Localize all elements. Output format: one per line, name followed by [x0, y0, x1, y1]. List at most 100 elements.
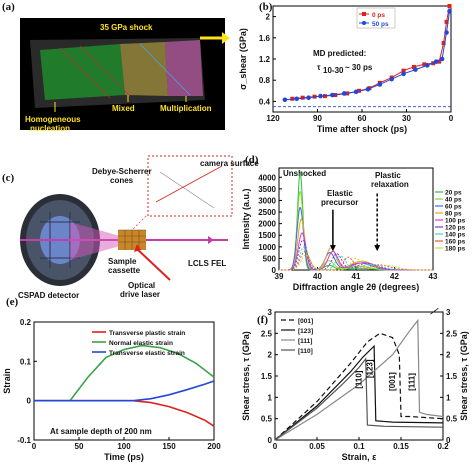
panel-a-label: (a)	[2, 1, 15, 13]
chart-d: Unshocked Elastic precursor Plastic rela…	[241, 167, 466, 292]
y-tick-label: 0	[272, 266, 277, 275]
legend-marker	[362, 21, 366, 25]
y-tick-label: 1500	[258, 231, 276, 240]
legend-label: 60 ps	[445, 204, 462, 211]
legend-label: 140 ps	[445, 232, 466, 239]
data-point-50ps	[294, 96, 300, 102]
y-tick-label: 2	[266, 13, 271, 22]
data-point-50ps	[365, 86, 371, 92]
x-tick-label: 39	[275, 272, 284, 281]
inset-camera-label: camera surface	[200, 159, 259, 168]
inset-box	[147, 155, 233, 217]
panel-e: (e) At sample depth of 200 nm 0 50 100 150 2…	[0, 296, 237, 474]
data-point-0ps	[441, 41, 446, 46]
cassette-grid	[118, 229, 146, 250]
md-dislocation-line	[79, 45, 131, 97]
inline-label: [001]	[388, 372, 397, 391]
y-tick-label: 0.8	[259, 76, 271, 85]
legend-label: 80 ps	[445, 211, 462, 218]
legend-label: Normal elastic strain	[109, 340, 173, 347]
debye-scherrer-cone	[70, 222, 120, 260]
y-tick-label-right: 1.5	[446, 372, 458, 381]
legend-label: 40 ps	[445, 197, 462, 204]
spectrum-100ps	[279, 232, 433, 271]
data-point-50ps	[330, 92, 335, 98]
lcls-beam-arrow	[208, 236, 214, 244]
data-point-50ps	[306, 95, 311, 100]
legend-label: 50 ps	[372, 21, 389, 28]
data-point-0ps	[437, 59, 442, 64]
chart-b: MD predicted: τ 10-30 ~ 30 ps 120 90 60 30 0…	[238, 4, 454, 134]
legend-label: [110]	[298, 348, 313, 355]
x-tick-label: 0	[273, 442, 278, 451]
data-point-50ps	[341, 91, 347, 96]
md-title: 35 GPa shock	[100, 23, 153, 32]
y-axis-label-right: Shear stress, τ (GPa)	[459, 331, 469, 421]
y-tick-label: 3500	[258, 185, 276, 194]
stress-curve-2	[274, 318, 444, 441]
y-tick-label: 1	[268, 393, 273, 402]
panel-d-label: (d)	[245, 154, 259, 166]
legend-label: 120 ps	[445, 225, 466, 232]
x-tick-label: 50	[75, 442, 84, 451]
md-label-nucleation: nucleation	[30, 124, 70, 133]
chart-f: 0 0.05 0.1 0.15 0.20 00.5 0.51 11.5 1.52 22.5 2.53…	[241, 307, 469, 462]
x-tick-label: 0	[32, 442, 37, 451]
data-point-0ps	[411, 64, 416, 69]
legend-label: [123]	[298, 328, 313, 335]
inset-connector	[131, 215, 147, 231]
label-cspad: CSPAD detector	[18, 291, 79, 300]
x-axis-label: Time after shock (ps)	[317, 124, 407, 134]
annotation-unshocked: Unshocked	[283, 169, 326, 178]
legend-label: Transverse plastic strain	[109, 330, 185, 337]
y-axis-label: Strain	[2, 368, 12, 394]
y-tick-label: 1.5	[261, 372, 273, 381]
inline-label: [110]	[355, 370, 364, 389]
label-sample: Sample	[108, 257, 137, 266]
legend-label: 160 ps	[445, 239, 466, 246]
x-tick-label: 43	[429, 272, 438, 281]
y-tick-label: 2500	[258, 208, 276, 217]
x-tick-label: 0	[449, 114, 454, 123]
spectrum-80ps	[279, 218, 433, 271]
strain-curve-2	[34, 380, 215, 402]
y-tick-label-right: 0.5	[446, 415, 458, 424]
spectrum-120ps	[279, 239, 433, 271]
inset-plane	[159, 171, 215, 209]
stress-curve-1	[274, 344, 444, 441]
data-point-50ps	[444, 30, 449, 35]
y-tick-label: 4000	[258, 173, 276, 182]
data-point-50ps	[377, 82, 383, 87]
md-region-mixed	[120, 42, 168, 96]
label-debye: Debye-Scherrer	[92, 167, 152, 176]
spectrum-140ps	[279, 246, 433, 271]
peak-arrow	[430, 307, 439, 315]
y-tick-label: 1.2	[259, 55, 271, 64]
schematic-c: camera surface Debye-Scherrer cones Samp…	[18, 155, 259, 300]
chart-e: At sample depth of 200 nm 0 50 100 150 200 -0…	[2, 318, 221, 462]
y-axis-label: σ_shear (GPa)	[238, 28, 248, 90]
annotation-plastic: Plastic	[375, 171, 401, 180]
annotation-depth: At sample depth of 200 nm	[50, 427, 152, 436]
data-point-50ps	[439, 56, 445, 62]
y-tick-label-right: 2	[446, 351, 451, 360]
panel-f-label: (f)	[257, 314, 268, 326]
panel-d: (d) Unshocked Elastic precursor Plastic …	[237, 152, 474, 302]
panel-a: (a) 35 GPa shock Homogeneous nucleation …	[0, 0, 232, 150]
y-tick-label-right: 2.5	[446, 329, 458, 338]
x-axis-label: Diffraction angle 2θ (degrees)	[293, 282, 419, 292]
annotation-elastic: Elastic	[327, 189, 353, 198]
x-tick-label: 200	[207, 442, 221, 451]
y-tick-label: 0.1	[20, 357, 32, 366]
y-tick-label-right: 1	[446, 393, 451, 402]
md-label-homogeneous: Homogeneous	[25, 115, 81, 124]
y-tick-label: 3	[268, 308, 273, 317]
md-simulation-image: 35 GPa shock Homogeneous nucleation Mixe…	[20, 18, 230, 133]
x-tick-label: 41	[352, 272, 361, 281]
x-tick-label: 100	[117, 442, 131, 451]
x-tick-label: 0.05	[309, 442, 325, 451]
spectrum-60ps	[279, 207, 433, 271]
x-tick-label: 120	[266, 114, 280, 123]
inline-label: [123]	[365, 359, 374, 378]
y-tick-label: 500	[263, 254, 277, 263]
